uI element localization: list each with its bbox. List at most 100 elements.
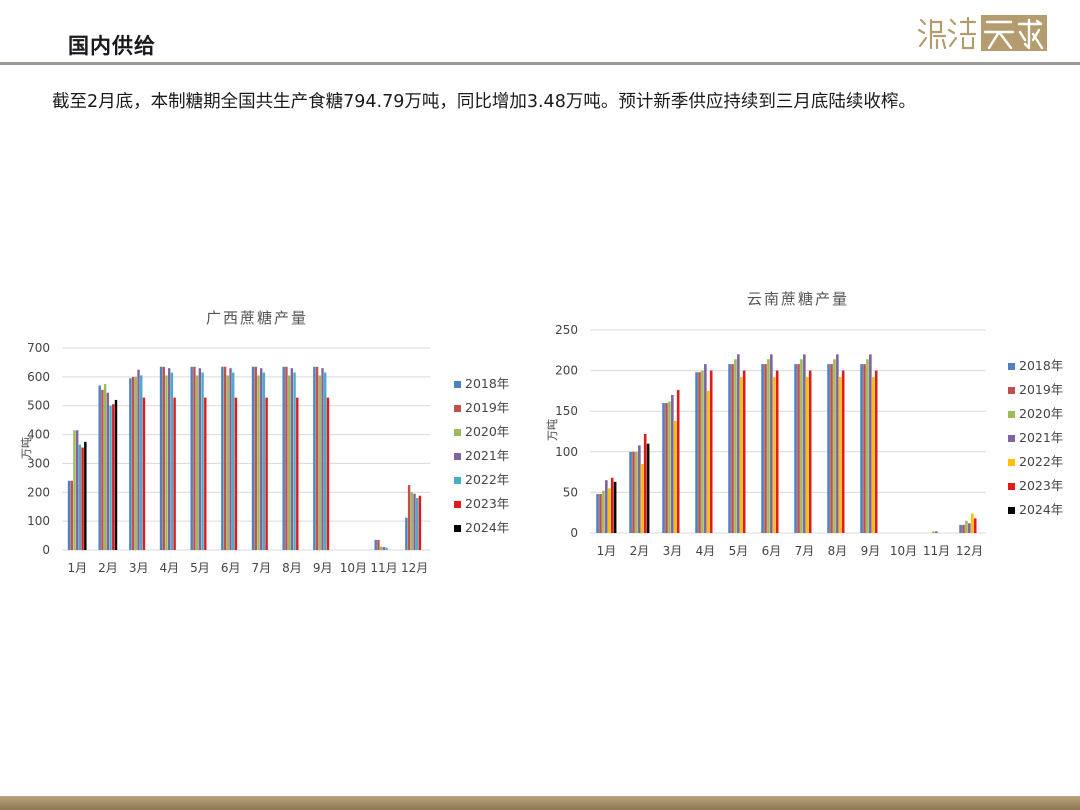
bar — [101, 389, 104, 550]
bar — [965, 520, 968, 533]
y-tick-label: 400 — [27, 428, 50, 442]
bar — [671, 394, 674, 533]
bar — [73, 430, 76, 550]
bar — [775, 370, 779, 533]
bar — [259, 368, 263, 550]
bar — [165, 375, 168, 550]
legend-item: 2024年 — [1008, 502, 1063, 517]
legend-label: 2022年 — [465, 472, 509, 487]
bar — [662, 403, 665, 533]
bar — [742, 370, 746, 533]
summary-text: 截至2月底，本制糖期全国共生产食糖794.79万吨，同比增加3.48万吨。预计新… — [52, 92, 916, 112]
bar — [970, 513, 974, 533]
legend-swatch — [1008, 483, 1015, 490]
legend-label: 2020年 — [1019, 406, 1063, 421]
x-tick-label: 6月 — [762, 544, 782, 558]
bar — [833, 359, 836, 533]
legend-swatch — [1008, 387, 1015, 394]
bar — [737, 354, 740, 533]
x-tick-label: 8月 — [282, 561, 302, 575]
bar — [142, 397, 146, 550]
bar — [137, 369, 140, 550]
x-tick-label: 7月 — [252, 561, 272, 575]
bar — [170, 372, 174, 550]
bar — [701, 370, 704, 533]
x-tick-label: 10月 — [340, 561, 367, 575]
bar — [385, 547, 388, 550]
bar — [134, 376, 138, 550]
legend-swatch — [454, 525, 461, 532]
bar — [265, 397, 268, 550]
legend-swatch — [454, 501, 461, 508]
bar — [635, 451, 638, 533]
bar — [173, 397, 176, 550]
legend-label: 2023年 — [465, 496, 509, 511]
bar — [159, 366, 163, 550]
bar — [959, 524, 962, 533]
legend-swatch — [454, 477, 461, 484]
bar — [257, 375, 260, 550]
legend-label: 2024年 — [1019, 502, 1063, 517]
legend-swatch — [1008, 459, 1015, 466]
bar — [293, 372, 296, 550]
bar — [195, 375, 199, 550]
bar — [973, 518, 977, 533]
bar — [695, 372, 698, 533]
bar — [599, 494, 602, 533]
y-tick-label: 150 — [555, 404, 578, 418]
x-tick-label: 5月 — [729, 544, 749, 558]
guangxi-sugar-chart: 广西蔗糖产量 0 100 200 300 400 500 600 700 万吨 1月 2月 3月 4月 5月… — [20, 298, 522, 588]
bar — [201, 372, 204, 550]
legend-swatch — [454, 381, 461, 388]
legend-label: 2020年 — [465, 424, 509, 439]
legend-swatch — [1008, 411, 1015, 418]
bar — [698, 372, 701, 533]
bar — [962, 524, 965, 533]
bar — [638, 445, 641, 533]
bar — [413, 493, 416, 550]
bar — [140, 375, 143, 550]
x-tick-label: 7月 — [795, 544, 815, 558]
legend-swatch — [454, 429, 461, 436]
x-tick-label: 12月 — [956, 544, 983, 558]
bar — [838, 377, 842, 533]
legend-item: 2022年 — [454, 472, 509, 487]
x-tick-label: 1月 — [68, 561, 88, 575]
bar — [836, 354, 839, 533]
bar — [869, 354, 872, 533]
bar — [640, 463, 644, 533]
bar — [103, 384, 107, 550]
bar — [129, 378, 132, 550]
yunnan-sugar-chart: 云南蔗糖产量 0 50 100 150 200 250 万吨 1月 2月 3月 4月 5月 6月 7月 8月 9… — [538, 280, 1063, 575]
bar — [229, 368, 232, 550]
legend-item: 2018年 — [1008, 358, 1063, 373]
footer-bar — [0, 796, 1080, 810]
bar — [251, 366, 255, 550]
bar — [643, 433, 647, 533]
y-tick-label: 200 — [27, 485, 50, 499]
legend-label: 2021年 — [465, 448, 509, 463]
bar — [81, 447, 84, 550]
legend-label: 2019年 — [1019, 382, 1063, 397]
bar — [935, 531, 938, 533]
bar — [109, 405, 112, 550]
bar — [863, 364, 866, 533]
chart-title: 云南蔗糖产量 — [747, 290, 849, 308]
bar — [797, 364, 800, 533]
legend-swatch — [454, 405, 461, 412]
x-tick-label: 3月 — [663, 544, 683, 558]
bar — [605, 480, 608, 533]
legend-swatch — [1008, 363, 1015, 370]
legend-item: 2023年 — [1008, 478, 1063, 493]
legend-item: 2021年 — [1008, 430, 1063, 445]
bar — [84, 441, 87, 550]
y-tick-label: 500 — [27, 399, 50, 413]
bar — [282, 366, 285, 550]
bar — [198, 368, 202, 550]
legend-item: 2018年 — [454, 376, 509, 391]
bar — [871, 377, 875, 533]
bar — [629, 451, 632, 533]
x-tick-label: 8月 — [828, 544, 848, 558]
bar — [114, 399, 118, 550]
bar — [668, 401, 671, 533]
